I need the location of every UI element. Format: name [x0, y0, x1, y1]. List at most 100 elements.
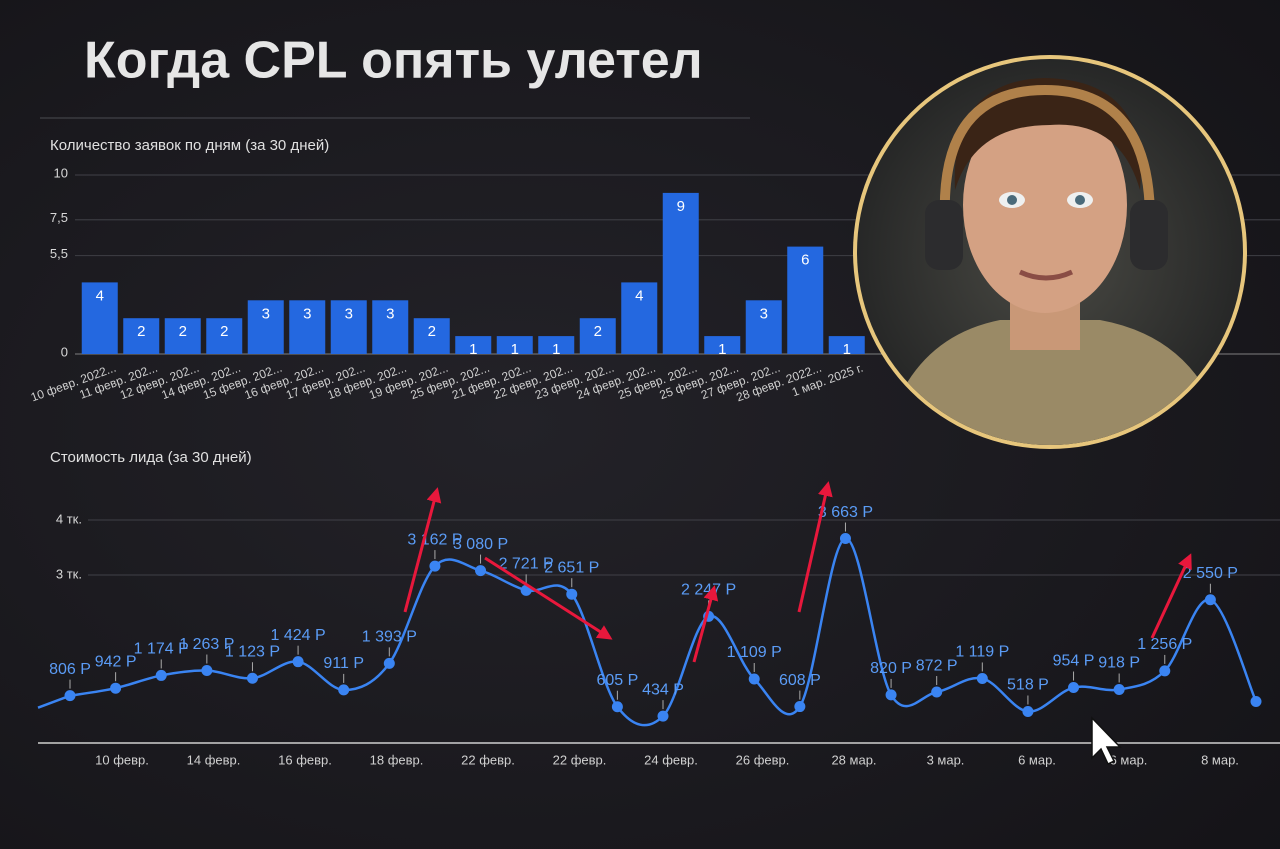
bar [496, 336, 533, 354]
point [1159, 665, 1171, 677]
bar-value-label: 4 [635, 287, 643, 304]
point [1113, 684, 1125, 696]
bar [704, 336, 741, 354]
point [338, 684, 350, 696]
bar-value-label: 3 [386, 305, 394, 322]
bar [455, 336, 492, 354]
hair [954, 78, 1141, 190]
bar [247, 300, 284, 354]
x-tick-label: 28 мар. [831, 752, 876, 767]
point [155, 669, 167, 681]
point-label: 1 256 Р [1137, 636, 1192, 653]
bar [745, 300, 782, 354]
point [1022, 706, 1034, 718]
bar [81, 282, 118, 354]
point [748, 673, 760, 685]
mouth [1018, 269, 1074, 281]
point-label: 954 Р [1053, 653, 1095, 670]
x-tick-label: 3 мар. [927, 752, 965, 767]
slide-title: Когда CPL опять улетел [84, 32, 703, 90]
bar-value-label: 1 [552, 341, 560, 358]
point-label: 3 663 Р [818, 504, 873, 521]
bar [289, 300, 326, 354]
headphone [925, 200, 963, 270]
y-tick-label: 5,5 [50, 246, 68, 261]
point [64, 690, 76, 702]
point [657, 710, 669, 722]
bar-value-label: 2 [594, 323, 602, 340]
point [475, 565, 487, 577]
bar [662, 192, 699, 354]
bar-value-label: 2 [428, 323, 436, 340]
bar-value-label: 4 [96, 287, 104, 304]
point [429, 560, 441, 572]
point [611, 701, 623, 713]
bar [206, 318, 243, 354]
bar [330, 300, 367, 354]
point-label: 2 550 Р [1183, 565, 1238, 582]
y-tick-label: 3 тк. [56, 566, 82, 581]
pupil [1075, 195, 1085, 205]
point-label: 1 174 Р [134, 641, 189, 658]
bar [828, 336, 865, 354]
point [885, 689, 897, 701]
bar [413, 318, 450, 354]
x-tick-label: 14 февр. [187, 752, 241, 767]
photo [853, 55, 1247, 449]
pupil [1007, 195, 1017, 205]
point [1250, 696, 1262, 707]
bar-value-label: 6 [801, 252, 809, 269]
bar [787, 246, 824, 354]
arrow [1150, 553, 1192, 639]
bar-value-label: 2 [137, 323, 145, 340]
chart-title: Количество заявок по дням (за 30 дней) [50, 137, 329, 154]
point-label: 518 Р [1007, 677, 1049, 694]
bar-value-label: 2 [220, 323, 228, 340]
x-tick-label: 6 мар. [1110, 752, 1148, 767]
point [110, 682, 122, 694]
bar [538, 336, 575, 354]
bar-value-label: 9 [677, 198, 685, 215]
headphone [1130, 200, 1168, 270]
bar-value-label: 3 [760, 305, 768, 322]
point [201, 665, 213, 677]
point [246, 672, 258, 684]
bar-value-label: 1 [469, 341, 477, 358]
arrow [797, 481, 833, 613]
chart-title: Стоимость лида (за 30 дней) [50, 449, 252, 466]
x-tick-label: 6 мар. [1018, 752, 1056, 767]
point-label: 434 Р [642, 681, 684, 698]
bar [164, 318, 201, 354]
point-label: 2 721 Р [499, 556, 554, 573]
point [1068, 682, 1080, 694]
point-label: 942 Р [95, 653, 137, 670]
arrow [403, 487, 442, 613]
point [1204, 594, 1216, 606]
line-chart: Стоимость лида (за 30 дней) 3 тк. 4 тк. 10… [37, 449, 1280, 767]
point-label: 2 651 Р [544, 559, 599, 576]
point-label: 605 Р [596, 672, 638, 689]
bar-value-label: 1 [511, 341, 519, 358]
point-label: 1 119 Р [955, 644, 1009, 661]
bar-value-label: 3 [262, 305, 270, 322]
bar-value-label: 1 [718, 341, 726, 358]
bar [621, 282, 658, 354]
bar-value-label: 3 [303, 305, 311, 322]
x-tick-label: 26 февр. [736, 752, 790, 767]
point-label: 1 109 Р [727, 644, 782, 661]
point-label: 820 Р [870, 660, 912, 677]
point [383, 657, 395, 669]
x-tick-label: 10 февр. [95, 752, 149, 767]
point [566, 588, 578, 600]
y-tick-label: 10 [54, 165, 68, 180]
bar [579, 318, 616, 354]
point-label: 918 Р [1098, 655, 1140, 672]
point-label: 3 080 Р [453, 536, 508, 553]
x-tick-label: 18 февр. [370, 752, 424, 767]
point [931, 686, 943, 698]
y-tick-label: 0 [61, 344, 68, 359]
mouse-cursor [1091, 716, 1122, 766]
point [839, 533, 851, 545]
